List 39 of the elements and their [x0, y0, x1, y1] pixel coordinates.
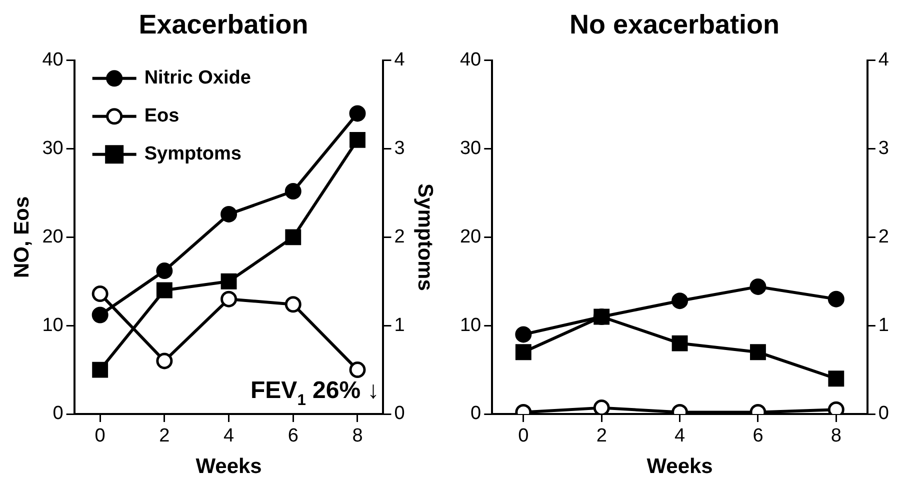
x-tick-label: 2	[596, 426, 607, 447]
y2-tick-label: 3	[394, 138, 405, 160]
y-tick-label: 20	[42, 226, 64, 248]
y-tick-label: 10	[460, 314, 482, 336]
x-tick-label: 4	[223, 426, 234, 447]
y-tick-label: 10	[42, 314, 64, 336]
x-tick-label: 6	[752, 426, 764, 447]
y-tick-label: 20	[460, 226, 482, 248]
x-tick-label: 0	[518, 426, 529, 447]
x-tick-label: 2	[159, 426, 170, 447]
legend-label: Symptoms	[144, 144, 242, 165]
y2-tick-label: 3	[878, 138, 890, 160]
y-tick-label: 40	[42, 50, 64, 71]
y2-tick-label: 2	[394, 226, 405, 248]
chart-title: Exacerbation	[138, 10, 308, 40]
y2-axis-title: Symptoms	[414, 184, 437, 291]
x-tick-label: 8	[830, 426, 842, 447]
x-axis-title: Weeks	[196, 455, 262, 478]
chart-title: No exacerbation	[569, 10, 780, 40]
y-tick-label: 0	[470, 403, 482, 424]
x-axis-title: Weeks	[646, 455, 713, 478]
y-tick-label: 0	[52, 403, 64, 424]
legend-label: Nitric Oxide	[144, 68, 251, 89]
y2-tick-label: 2	[878, 226, 890, 248]
y2-tick-label: 4	[394, 50, 406, 71]
y-tick-label: 40	[460, 50, 482, 71]
legend-label: Eos	[144, 106, 180, 127]
y2-tick-label: 0	[394, 403, 405, 424]
y-tick-label: 30	[42, 138, 64, 160]
x-tick-label: 4	[674, 426, 686, 447]
x-tick-label: 6	[288, 426, 298, 447]
y2-tick-label: 1	[878, 314, 890, 336]
y2-tick-label: 1	[394, 314, 405, 336]
x-tick-label: 8	[352, 426, 363, 447]
y-axis-title: NO, Eos	[10, 196, 34, 278]
y-tick-label: 30	[460, 138, 482, 160]
y2-tick-label: 0	[878, 403, 890, 424]
x-tick-label: 0	[94, 426, 106, 447]
y2-tick-label: 4	[878, 50, 890, 71]
